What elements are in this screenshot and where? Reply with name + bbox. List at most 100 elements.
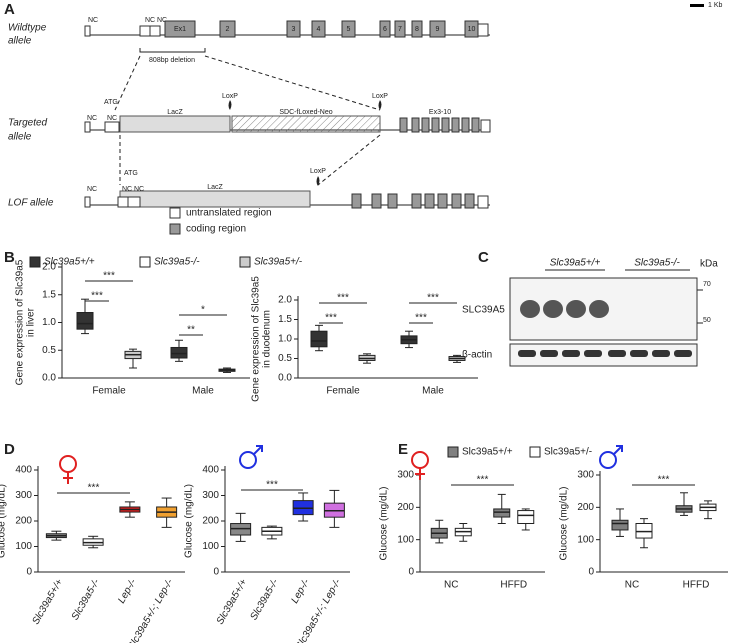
y-tick-label: 200 bbox=[15, 516, 32, 527]
sex-symbol bbox=[253, 445, 263, 455]
nc-label: NC bbox=[87, 186, 97, 193]
sex-symbol bbox=[63, 472, 73, 484]
allele-label: allele bbox=[8, 132, 32, 143]
blot-band bbox=[540, 350, 558, 357]
box bbox=[517, 510, 535, 525]
legend-label: Slc39a5+/+ bbox=[462, 447, 513, 458]
nc-label: NC bbox=[134, 186, 144, 193]
y-tick-label: 200 bbox=[577, 502, 594, 513]
legend-label: coding region bbox=[186, 224, 246, 235]
x-tick-label: Slc39a5+/+ bbox=[215, 577, 250, 626]
y-axis-label: Glucose (mg/dL) bbox=[379, 487, 390, 561]
significance-label: *** bbox=[88, 483, 100, 494]
exon bbox=[429, 20, 446, 38]
x-tick-label: Male bbox=[192, 386, 214, 397]
nc-label: NC bbox=[122, 186, 132, 193]
lacz-label: LacZ bbox=[207, 184, 223, 191]
allele-diagram bbox=[88, 4, 704, 235]
significance-label: *** bbox=[266, 480, 278, 491]
exon-label: 2 bbox=[226, 26, 230, 33]
significance-label: * bbox=[201, 305, 205, 316]
y-axis-label: in duodenum bbox=[262, 310, 273, 368]
y-axis-label: Gene expression of Slc39a5 bbox=[15, 259, 26, 385]
legend-label: Slc39a5+/- bbox=[254, 257, 303, 268]
exon bbox=[461, 117, 470, 133]
exon-label: 4 bbox=[317, 26, 321, 33]
y-tick-label: 0.0 bbox=[278, 373, 292, 384]
significance-label: *** bbox=[91, 291, 103, 302]
sex-symbol bbox=[613, 445, 623, 455]
allele-label: Wildtype bbox=[8, 23, 47, 34]
blot-band bbox=[520, 300, 540, 318]
marker-label: 70 bbox=[703, 281, 711, 288]
y-tick-label: 200 bbox=[397, 502, 414, 513]
exon bbox=[421, 117, 430, 133]
y-tick-label: 1.0 bbox=[42, 317, 56, 328]
x-tick-label: NC bbox=[444, 580, 458, 591]
allele-label: allele bbox=[8, 36, 32, 47]
panel-letter: A bbox=[4, 1, 15, 18]
exon bbox=[371, 193, 382, 209]
panel-letter: E bbox=[398, 441, 408, 458]
y-axis-label: in liver bbox=[26, 307, 37, 337]
significance-label: *** bbox=[477, 475, 489, 486]
exon bbox=[464, 193, 475, 209]
exon bbox=[411, 20, 423, 38]
exon bbox=[286, 20, 301, 38]
exon bbox=[387, 193, 398, 209]
genotype-label: Slc39a5-/- bbox=[634, 258, 680, 269]
significance-label: *** bbox=[427, 293, 439, 304]
blot-band bbox=[630, 350, 648, 357]
significance-label: *** bbox=[658, 475, 670, 486]
utr-box bbox=[139, 25, 151, 37]
y-tick-label: 200 bbox=[202, 516, 219, 527]
panel-letter: C bbox=[478, 249, 489, 266]
y-tick-label: 0.5 bbox=[278, 353, 292, 364]
sex-symbol bbox=[59, 455, 77, 473]
x-tick-label: Slc39a5-/- bbox=[70, 577, 103, 623]
y-tick-label: 300 bbox=[397, 470, 414, 481]
y-tick-label: 0.0 bbox=[42, 373, 56, 384]
y-tick-label: 2.0 bbox=[278, 295, 292, 306]
box bbox=[493, 508, 511, 518]
exon bbox=[451, 117, 460, 133]
nc-label: NC bbox=[157, 17, 167, 24]
allele-label: Targeted bbox=[8, 118, 48, 129]
y-tick-label: 1.0 bbox=[278, 334, 292, 345]
blot-band bbox=[589, 300, 609, 318]
lacz-label: LacZ bbox=[167, 109, 183, 116]
exon-label: 7 bbox=[398, 26, 402, 33]
x-tick-label: Female bbox=[92, 386, 126, 397]
exon-label: 10 bbox=[468, 26, 476, 33]
atg-label: ATG bbox=[104, 99, 118, 106]
exon bbox=[341, 20, 356, 38]
box bbox=[611, 519, 629, 531]
exon bbox=[379, 20, 391, 38]
neo-label: SDC-fLoxed-Neo bbox=[279, 109, 332, 116]
y-tick-label: 100 bbox=[397, 534, 414, 545]
panel-letter: D bbox=[4, 441, 15, 458]
y-axis-label: Glucose (mg/dL) bbox=[184, 484, 195, 558]
x-tick-label: Male bbox=[422, 386, 444, 397]
blot-band bbox=[608, 350, 626, 357]
significance-label: ** bbox=[187, 325, 195, 336]
loxp-label: LoxP bbox=[222, 93, 238, 100]
x-tick-label: Lep-/- bbox=[289, 577, 312, 606]
x-tick-label: Slc39a5-/- bbox=[248, 577, 281, 623]
blot-band bbox=[543, 300, 563, 318]
x-tick-label: Lep-/- bbox=[116, 577, 139, 606]
y-tick-label: 400 bbox=[15, 465, 32, 476]
y-axis-label: Gene expression of Slc39a5 bbox=[251, 276, 262, 402]
utr-box bbox=[480, 119, 491, 133]
legend-swatch bbox=[239, 256, 251, 268]
box bbox=[76, 312, 94, 330]
significance-label: *** bbox=[103, 271, 115, 282]
legend-swatch bbox=[139, 256, 151, 268]
exon-label: 6 bbox=[383, 26, 387, 33]
exon bbox=[411, 193, 422, 209]
y-tick-label: 300 bbox=[202, 490, 219, 501]
y-tick-label: 0.5 bbox=[42, 345, 56, 356]
box bbox=[635, 523, 653, 539]
blot-band bbox=[518, 350, 536, 357]
